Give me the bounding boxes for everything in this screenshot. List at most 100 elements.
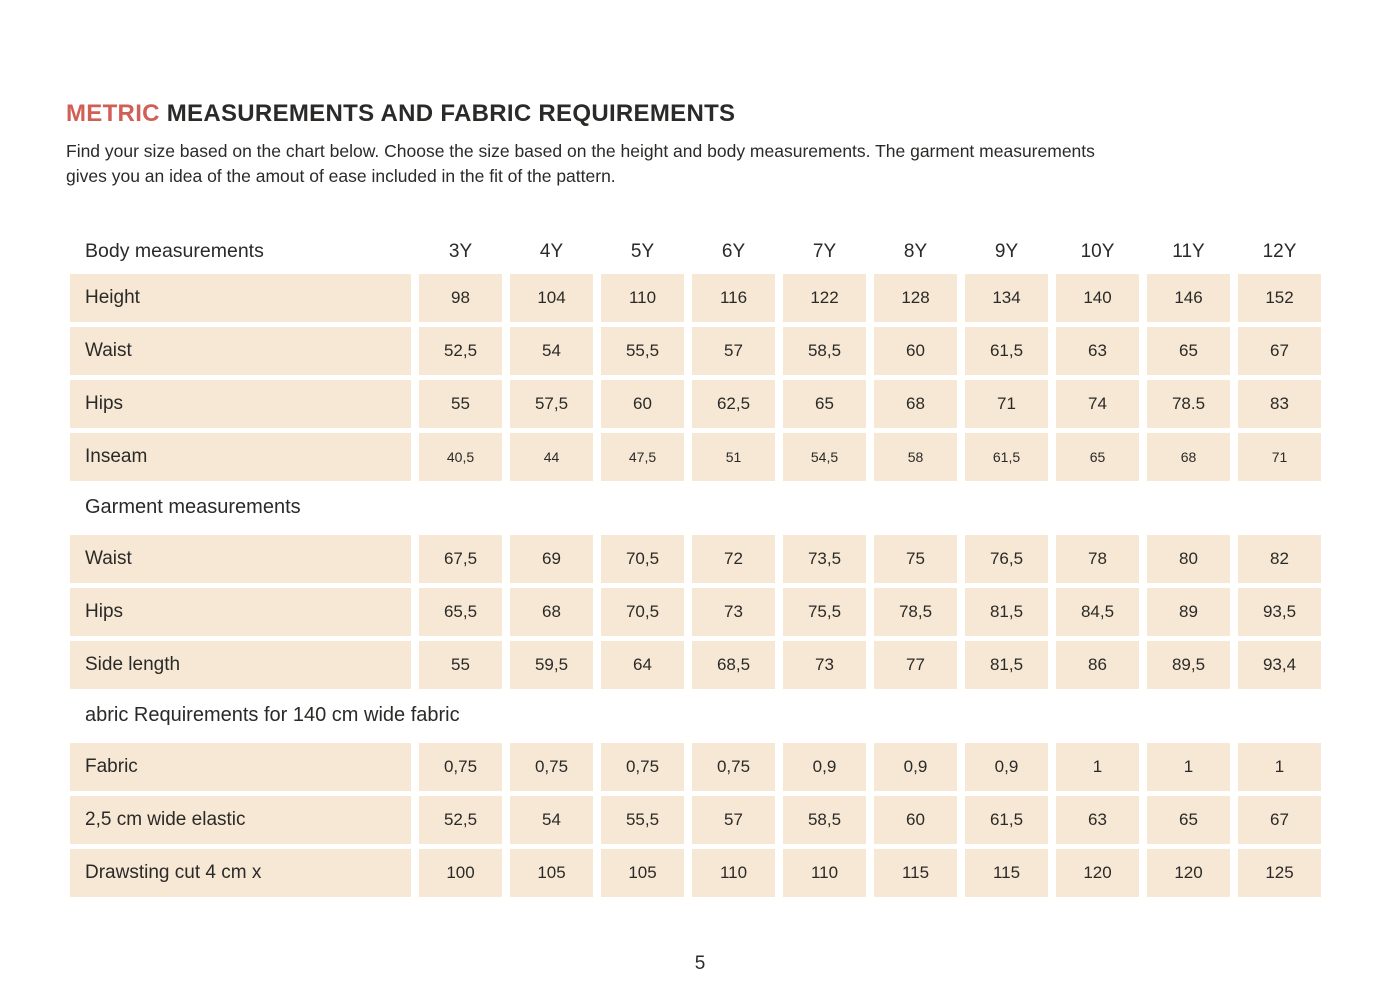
section-heading: Garment measurements (85, 496, 301, 519)
table-header-size-8Y: 8Y (903, 240, 928, 262)
page-title-rest: MEASUREMENTS AND FABRIC REQUIREMENTS (166, 100, 736, 127)
row-label: Height (70, 273, 411, 322)
value-cell: 110 (783, 848, 866, 897)
value-cell: 52,5 (419, 326, 502, 375)
value-cell: 115 (874, 848, 957, 897)
value-cell: 67 (1238, 326, 1321, 375)
value-cell: 59,5 (510, 640, 593, 689)
table-header-size-10Y: 10Y (1080, 240, 1115, 262)
table-header-size-4Y: 4Y (539, 240, 564, 262)
value-cell: 120 (1056, 848, 1139, 897)
value-cell: 120 (1147, 848, 1230, 897)
table-header-label: Body measurements (85, 240, 264, 263)
value-cell: 86 (1056, 640, 1139, 689)
value-cell: 63 (1056, 326, 1139, 375)
value-cell: 55 (419, 379, 502, 428)
value-cell: 1 (1147, 742, 1230, 791)
intro-text: Find your size based on the chart below.… (66, 139, 1400, 189)
value-cell: 70,5 (601, 534, 684, 583)
value-cell: 0,9 (965, 742, 1048, 791)
value-cell: 58,5 (783, 795, 866, 844)
row-label: Hips (70, 379, 411, 428)
value-cell: 55 (419, 640, 502, 689)
value-cell: 152 (1238, 273, 1321, 322)
size-table: Body measurements 3Y 4Y 5Y 6Y 7Y 8Y 9Y 10Y 11Y 12Y… (70, 235, 1321, 897)
value-cell: 146 (1147, 273, 1230, 322)
value-cell: 65,5 (419, 587, 502, 636)
value-cell: 74 (1056, 379, 1139, 428)
value-cell: 76,5 (965, 534, 1048, 583)
value-cell: 44 (510, 432, 593, 481)
value-cell: 58 (874, 432, 957, 481)
value-cell: 75,5 (783, 587, 866, 636)
value-cell: 61,5 (965, 432, 1048, 481)
value-cell: 65 (1056, 432, 1139, 481)
value-cell: 81,5 (965, 640, 1048, 689)
value-cell: 122 (783, 273, 866, 322)
value-cell: 71 (1238, 432, 1321, 481)
value-cell: 0,75 (419, 742, 502, 791)
intro-line-1: Find your size based on the chart below.… (66, 140, 1095, 161)
value-cell: 72 (692, 534, 775, 583)
value-cell: 89 (1147, 587, 1230, 636)
value-cell: 100 (419, 848, 502, 897)
value-cell: 134 (965, 273, 1048, 322)
value-cell: 55,5 (601, 326, 684, 375)
value-cell: 57 (692, 795, 775, 844)
value-cell: 60 (874, 795, 957, 844)
value-cell: 60 (874, 326, 957, 375)
value-cell: 61,5 (965, 795, 1048, 844)
value-cell: 105 (601, 848, 684, 897)
value-cell: 0,75 (601, 742, 684, 791)
value-cell: 75 (874, 534, 957, 583)
value-cell: 89,5 (1147, 640, 1230, 689)
value-cell: 65 (1147, 795, 1230, 844)
value-cell: 73 (692, 587, 775, 636)
value-cell: 62,5 (692, 379, 775, 428)
value-cell: 77 (874, 640, 957, 689)
value-cell: 115 (965, 848, 1048, 897)
value-cell: 78,5 (874, 587, 957, 636)
value-cell: 1 (1056, 742, 1139, 791)
value-cell: 60 (601, 379, 684, 428)
value-cell: 104 (510, 273, 593, 322)
value-cell: 57,5 (510, 379, 593, 428)
value-cell: 0,9 (783, 742, 866, 791)
value-cell: 84,5 (1056, 587, 1139, 636)
value-cell: 0,9 (874, 742, 957, 791)
value-cell: 54 (510, 795, 593, 844)
value-cell: 83 (1238, 379, 1321, 428)
table-header-size-7Y: 7Y (812, 240, 837, 262)
value-cell: 67,5 (419, 534, 502, 583)
table-header-size-3Y: 3Y (448, 240, 473, 262)
value-cell: 80 (1147, 534, 1230, 583)
value-cell: 51 (692, 432, 775, 481)
row-label: Fabric (70, 742, 411, 791)
value-cell: 116 (692, 273, 775, 322)
row-label: Hips (70, 587, 411, 636)
value-cell: 63 (1056, 795, 1139, 844)
value-cell: 93,5 (1238, 587, 1321, 636)
value-cell: 71 (965, 379, 1048, 428)
value-cell: 55,5 (601, 795, 684, 844)
value-cell: 128 (874, 273, 957, 322)
row-label: Drawsting cut 4 cm x (70, 848, 411, 897)
page-content: METRIC MEASUREMENTS AND FABRIC REQUIREME… (66, 100, 1400, 897)
value-cell: 40,5 (419, 432, 502, 481)
table-header-size-5Y: 5Y (630, 240, 655, 262)
value-cell: 0,75 (510, 742, 593, 791)
page-title: METRIC MEASUREMENTS AND FABRIC REQUIREME… (66, 100, 1400, 129)
table-header-size-11Y: 11Y (1172, 240, 1205, 262)
value-cell: 52,5 (419, 795, 502, 844)
row-label: Waist (70, 534, 411, 583)
value-cell: 0,75 (692, 742, 775, 791)
value-cell: 1 (1238, 742, 1321, 791)
value-cell: 58,5 (783, 326, 866, 375)
value-cell: 105 (510, 848, 593, 897)
value-cell: 47,5 (601, 432, 684, 481)
value-cell: 140 (1056, 273, 1139, 322)
section-heading: abric Requirements for 140 cm wide fabri… (85, 704, 460, 727)
value-cell: 57 (692, 326, 775, 375)
value-cell: 73,5 (783, 534, 866, 583)
value-cell: 73 (783, 640, 866, 689)
